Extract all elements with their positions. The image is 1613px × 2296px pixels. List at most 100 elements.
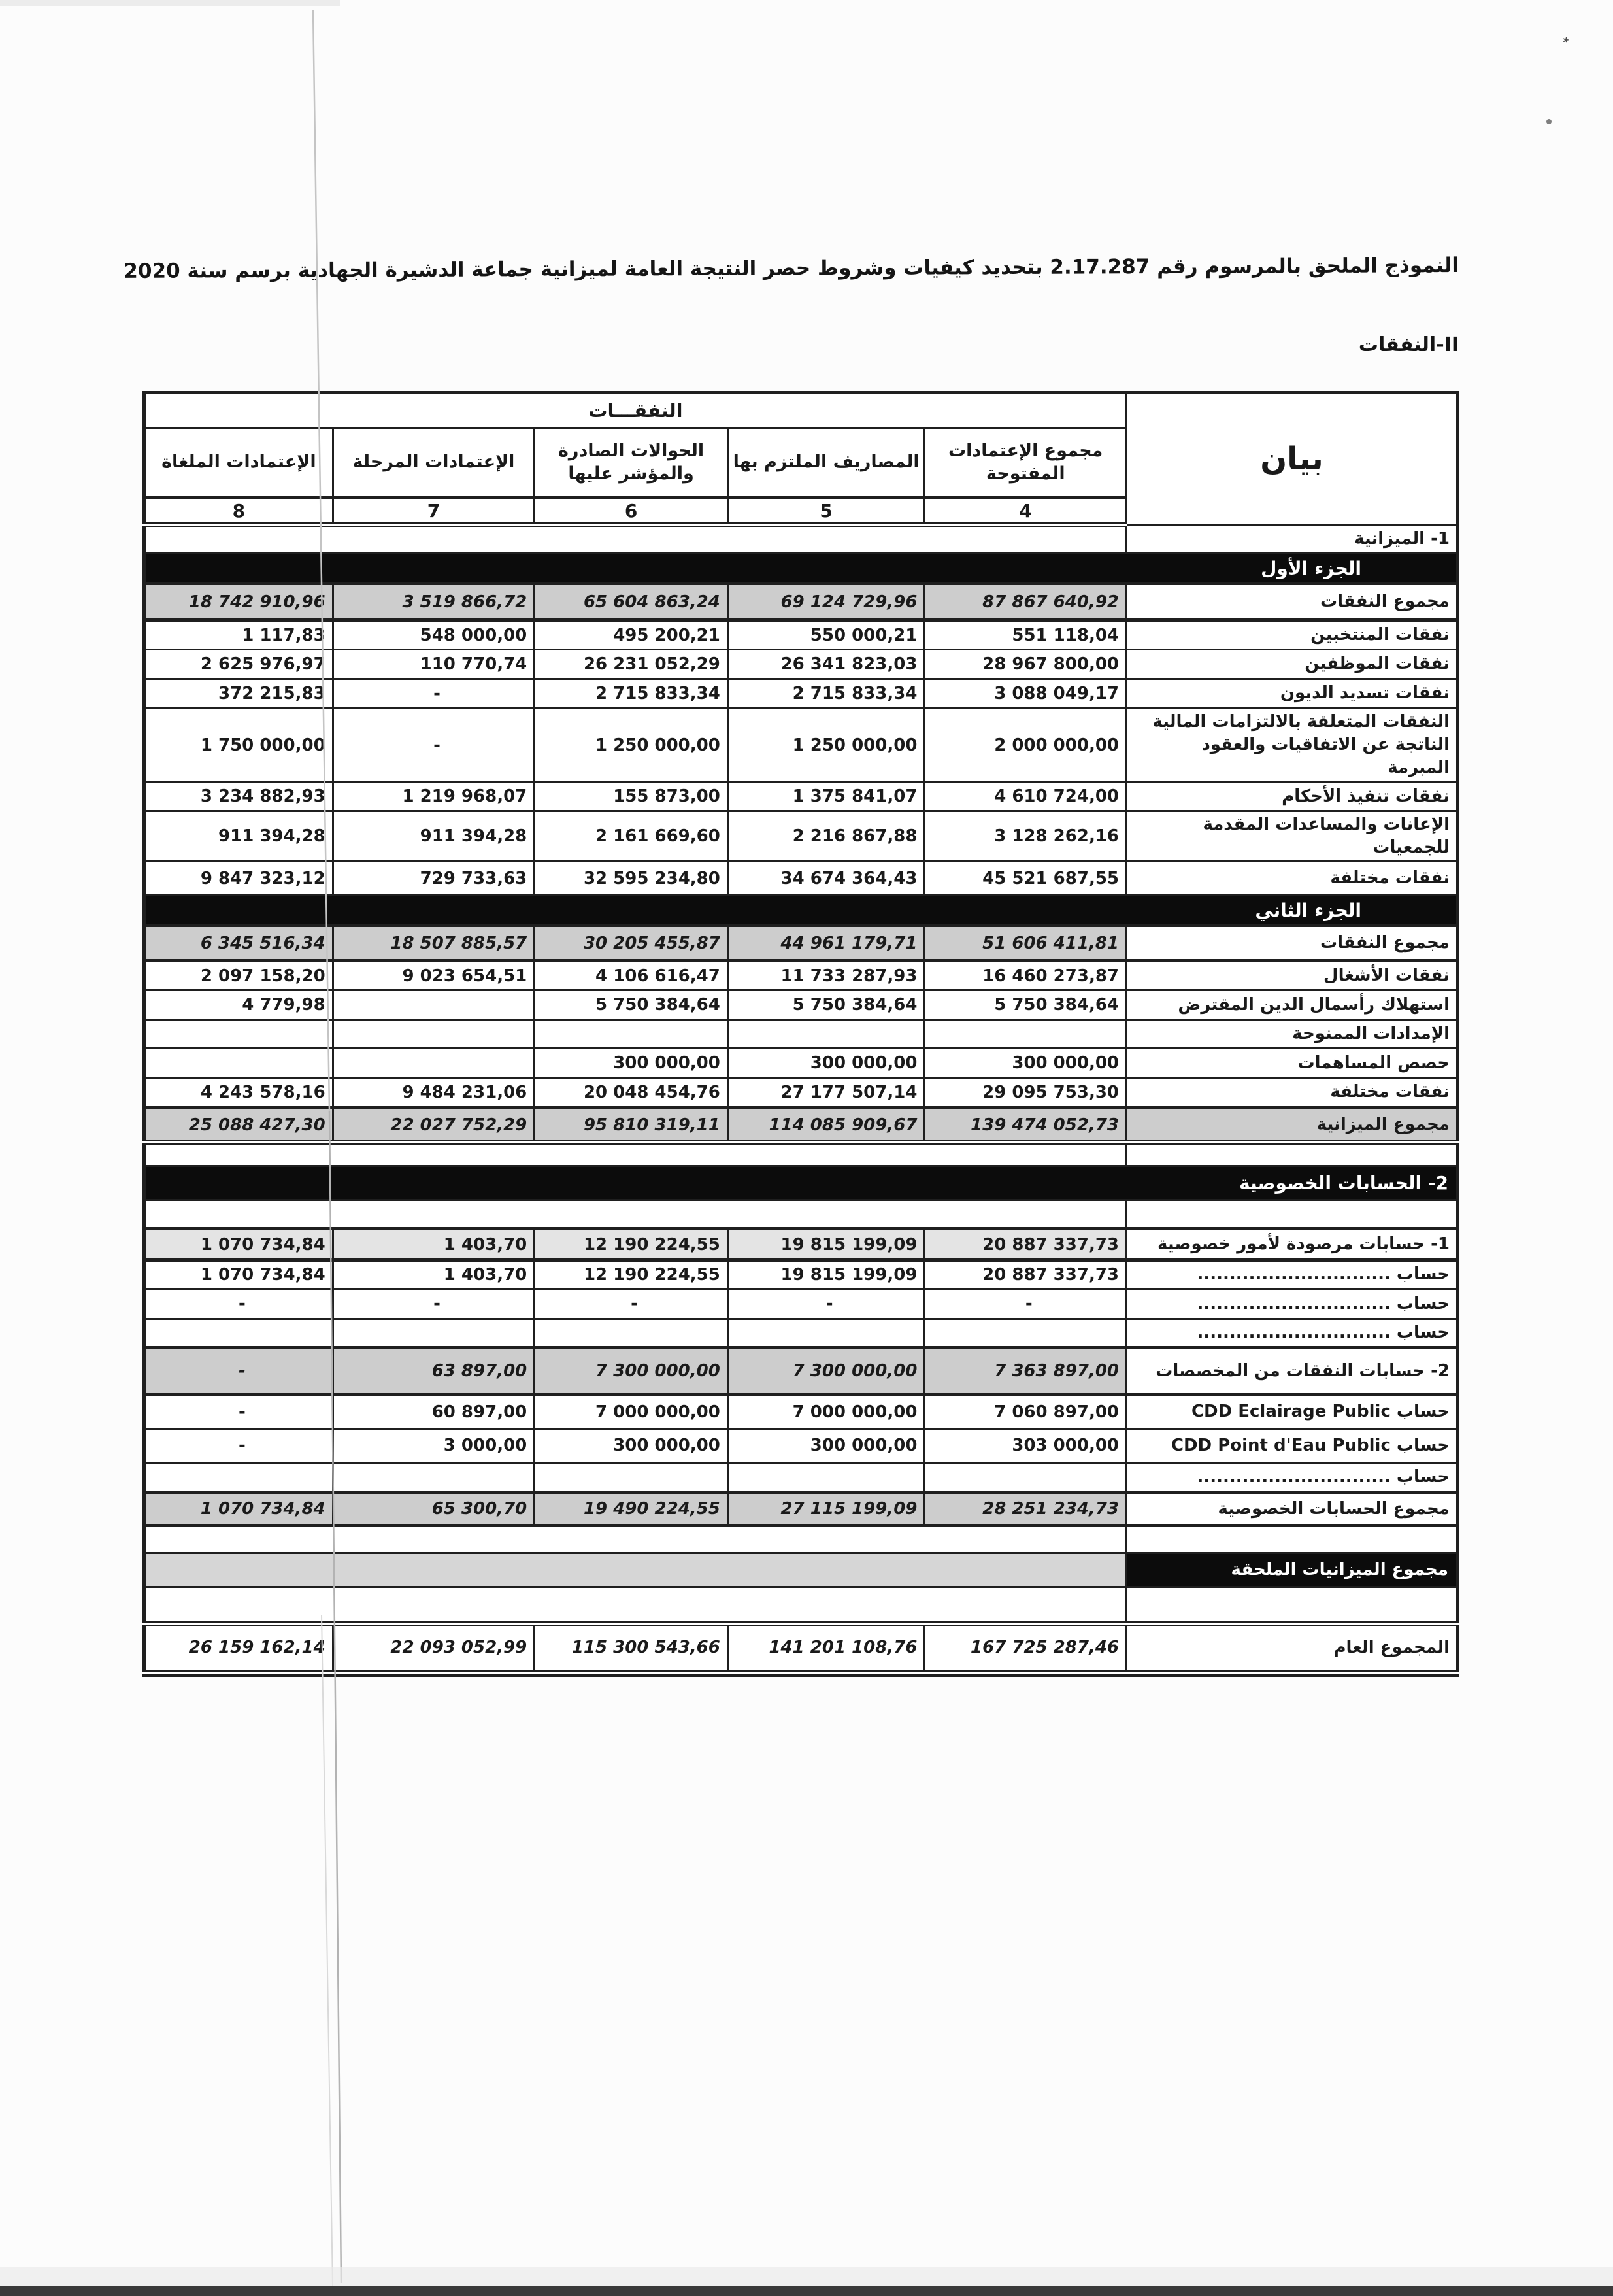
row-label: نفقات مختلفة (1125, 1077, 1459, 1109)
value-cell: 300 000,00 (923, 1047, 1128, 1079)
row-label: نفقات المنتخبين (1125, 619, 1459, 650)
value-cell: 3 519 866,72 (331, 582, 536, 622)
value-cell: 7 363 897,00 (923, 1345, 1128, 1396)
value-cell: 26 159 162,14 (143, 1621, 334, 1674)
value-cell: 63 897,00 (331, 1345, 536, 1396)
col-number: 5 (726, 496, 926, 527)
value-cell: 1 375 841,07 (726, 781, 926, 813)
value-cell: 12 190 224,55 (533, 1227, 729, 1262)
row-label: الإعانات والمساعدات المقدمة للجمعيات (1125, 810, 1459, 863)
value-cell (331, 989, 536, 1021)
table-row: 4 5 6 7 8 (143, 496, 1458, 527)
value-cell: 28 967 800,00 (923, 649, 1128, 680)
value-cell: 27 177 507,14 (726, 1077, 926, 1109)
value-cell: 87 867 640,92 (923, 582, 1128, 622)
col-header-committed-expenses: المصاريف الملتزم بها (726, 427, 926, 499)
row-label: مجموع الميزانيات الملحقة (1125, 1551, 1459, 1588)
value-cell: 2 161 669,60 (533, 810, 729, 863)
table-row: الجزء الثاني (143, 894, 1459, 927)
row-label: حساب .............................. (1125, 1461, 1459, 1494)
value-cell: 1 070 734,84 (143, 1259, 334, 1290)
value-cell: - (143, 1427, 334, 1464)
value-cell: 27 115 199,09 (726, 1491, 926, 1527)
value-cell: 300 000,00 (533, 1047, 729, 1079)
value-cell: - (143, 1287, 334, 1320)
section-band-label: الجزء الثاني (143, 894, 1459, 927)
row-label: حساب .............................. (1125, 1287, 1459, 1320)
table-row: الإمدادات الممنوحة (143, 1019, 1459, 1050)
value-cell: 1 070 734,84 (143, 1227, 334, 1262)
value-cell: 4 243 578,16 (143, 1077, 334, 1109)
value-cell: - (331, 678, 536, 709)
value-cell: 26 231 052,29 (533, 649, 729, 680)
value-cell: - (726, 1287, 926, 1320)
table-row: مجموع النفقات 51 606 411,81 44 961 179,71 3… (143, 924, 1459, 963)
empty-cells (142, 1199, 1128, 1230)
scan-bottom-edge (0, 2286, 1613, 2296)
value-cell: 7 300 000,00 (533, 1345, 729, 1396)
col-number: 7 (331, 496, 536, 527)
value-cell: 1 117,83 (143, 619, 334, 650)
value-cell: 2 715 833,34 (726, 678, 926, 709)
value-cell (331, 1047, 536, 1079)
ink-dot (1546, 119, 1552, 124)
value-cell: 9 023 654,51 (331, 960, 536, 992)
ink-mark: ﹡ (1553, 29, 1578, 56)
row-label: استهلاك رأسمال الدين المقترض (1125, 989, 1459, 1021)
table-row: حساب .............................. (143, 1317, 1459, 1349)
row-label: حصص المساهمات (1125, 1047, 1459, 1079)
col-number: 6 (533, 496, 729, 527)
value-cell: 3 128 262,16 (923, 810, 1128, 863)
value-cell: 22 027 752,29 (331, 1105, 536, 1145)
value-cell (923, 1019, 1128, 1050)
value-cell: 32 595 234,80 (533, 860, 729, 897)
table-body: 1- الميزانية الجزء الأول مجموع النفقات 87 8… (142, 524, 1459, 1674)
section-band-label: الجزء الأول (143, 552, 1459, 584)
empty-cells (142, 1585, 1128, 1625)
value-cell: 7 000 000,00 (726, 1393, 926, 1430)
value-cell: 911 394,28 (143, 810, 334, 863)
value-cell: 16 460 273,87 (923, 960, 1128, 992)
table-row: النفقات المتعلقة بالالتزامات المالية الن… (143, 707, 1459, 783)
row-label: مجموع الحسابات الخصوصية (1125, 1491, 1459, 1527)
value-cell: - (533, 1287, 729, 1320)
row-label (1125, 1199, 1459, 1230)
col-number: 4 (923, 496, 1128, 527)
table-row: حساب CDD Eclairage Public 7 060 897,00 7 0… (143, 1393, 1459, 1430)
document-title: النموذج الملحق بالمرسوم رقم 2.17.287 بتح… (124, 254, 1459, 283)
value-cell: 25 088 427,30 (143, 1105, 334, 1145)
table-row: نفقات الموظفين 28 967 800,00 26 341 823,03… (143, 649, 1459, 680)
value-cell: 2 625 976,97 (143, 649, 334, 680)
value-cell: 60 897,00 (331, 1393, 536, 1430)
value-cell: 495 200,21 (533, 619, 729, 650)
value-cell (331, 1461, 536, 1494)
value-cell (923, 1461, 1128, 1494)
value-cell: 7 000 000,00 (533, 1393, 729, 1430)
value-cell: 65 300,70 (331, 1491, 536, 1527)
row-label: حساب CDD Eclairage Public (1125, 1393, 1459, 1430)
value-cell: 18 507 885,57 (331, 924, 536, 963)
value-cell: 1 403,70 (331, 1259, 536, 1290)
row-label: نفقات الأشغال (1125, 960, 1459, 992)
value-cell (533, 1461, 729, 1494)
value-cell: 729 733,63 (331, 860, 536, 897)
value-cell: 12 190 224,55 (533, 1259, 729, 1290)
value-cell: 1 070 734,84 (143, 1491, 334, 1527)
value-cell: 34 674 364,43 (726, 860, 926, 897)
table-row: مجموع الميزانيات الملحقة (142, 1551, 1459, 1588)
value-cell: 551 118,04 (923, 619, 1128, 650)
value-cell: 139 474 052,73 (923, 1105, 1128, 1145)
value-cell: 20 048 454,76 (533, 1077, 729, 1109)
value-cell: 303 000,00 (923, 1427, 1128, 1464)
value-cell: 9 847 323,12 (143, 860, 334, 897)
value-cell: 5 750 384,64 (533, 989, 729, 1021)
table-row (142, 1141, 1459, 1168)
table-row: الجزء الأول (143, 552, 1459, 584)
row-label: المجموع العام (1125, 1621, 1459, 1674)
table-row: 2- الحسابات الخصوصية (143, 1165, 1459, 1202)
row-label: 1- حسابات مرصودة لأمور خصوصية (1125, 1227, 1459, 1262)
value-cell: 19 815 199,09 (726, 1227, 926, 1262)
value-cell: 22 093 052,99 (331, 1621, 536, 1674)
value-cell (143, 1019, 334, 1050)
value-cell: 11 733 287,93 (726, 960, 926, 992)
